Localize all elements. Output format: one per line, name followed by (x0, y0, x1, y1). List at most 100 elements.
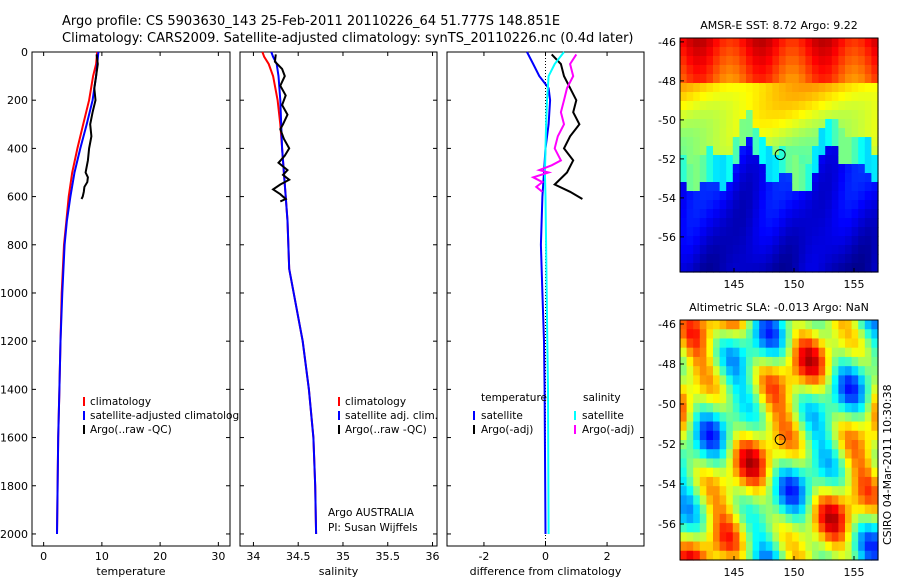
y-tick-label: -52 (658, 438, 676, 451)
heatmap-cell (765, 541, 773, 552)
heatmap-cell (805, 182, 813, 192)
heatmap-cell (759, 393, 767, 404)
y-tick-label: 600 (7, 191, 28, 204)
heatmap-cell (719, 523, 727, 533)
heatmap-cell (845, 209, 853, 219)
heatmap-cell (798, 338, 806, 349)
heatmap-cell (779, 504, 787, 515)
heatmap-cell (864, 375, 872, 386)
heatmap-cell (864, 467, 872, 478)
heatmap-cell (805, 458, 813, 469)
heatmap-cell (785, 47, 793, 57)
heatmap-cell (726, 200, 734, 210)
heatmap-cell (825, 236, 833, 246)
heatmap-cell (739, 101, 747, 111)
heatmap-cell (851, 263, 859, 273)
heatmap-cell (706, 320, 714, 330)
heatmap-cell (732, 254, 740, 264)
heatmap-cell (706, 146, 714, 156)
heatmap-cell (858, 449, 866, 460)
heatmap-cell (765, 164, 773, 174)
heatmap-cell (746, 182, 754, 192)
heatmap-cell (719, 47, 727, 57)
heatmap-cell (798, 329, 806, 340)
x-axis-label: salinity (319, 565, 359, 578)
heatmap-cell (864, 155, 872, 165)
heatmap-cell (871, 83, 879, 93)
heatmap-cell (825, 375, 833, 386)
heatmap-cell (759, 550, 767, 561)
heatmap-cell (772, 495, 780, 506)
heatmap-cell (851, 476, 859, 487)
heatmap-cell (713, 101, 721, 111)
heatmap-cell (746, 338, 754, 349)
heatmap-cell (693, 119, 701, 129)
heatmap-cell (706, 74, 714, 84)
heatmap-cell (858, 182, 866, 192)
heatmap-cell (680, 347, 688, 358)
heatmap-cell (864, 486, 872, 496)
heatmap-cell (713, 430, 721, 441)
heatmap-cell (759, 47, 767, 57)
heatmap-cell (851, 449, 859, 460)
heatmap-cell (693, 476, 701, 487)
heatmap-cell (812, 458, 820, 469)
heatmap-cell (812, 476, 820, 487)
heatmap-cell (772, 92, 780, 102)
heatmap-cell (726, 523, 734, 533)
heatmap-cell (706, 254, 714, 264)
heatmap-cell (805, 128, 813, 138)
temperature-panel: 0 10 20 30020040060080010001200140016001800… (0, 46, 239, 578)
heatmap-cell (845, 523, 853, 533)
heatmap-cell (686, 384, 694, 395)
heatmap-cell (732, 263, 740, 273)
heatmap-cell (798, 236, 806, 246)
heatmap-cell (746, 550, 754, 561)
heatmap-cell (732, 430, 740, 441)
heatmap-cell (871, 495, 879, 506)
heatmap-cell (719, 245, 727, 255)
heatmap-cell (831, 227, 839, 237)
heatmap-cell (699, 254, 707, 264)
heatmap-cell (699, 164, 707, 174)
heatmap-cell (805, 65, 813, 75)
heatmap-cell (798, 173, 806, 183)
heatmap-cell (812, 347, 820, 358)
heatmap-cell (719, 384, 727, 395)
heatmap-cell (825, 56, 833, 66)
heatmap-cell (864, 164, 872, 174)
heatmap-cell (693, 263, 701, 273)
heatmap-cell (680, 56, 688, 66)
heatmap-cell (706, 458, 714, 469)
heatmap-cell (752, 200, 760, 210)
heatmap-cell (732, 393, 740, 404)
heatmap-cell (699, 245, 707, 255)
heatmap-cell (772, 101, 780, 111)
legend-label: salinity (583, 392, 621, 404)
heatmap-cell (726, 227, 734, 237)
heatmap-cell (719, 83, 727, 93)
heatmap-cell (798, 476, 806, 487)
heatmap-cell (805, 338, 813, 349)
heatmap-cell (719, 119, 727, 129)
heatmap-cell (805, 504, 813, 515)
heatmap-cell (732, 458, 740, 469)
heatmap-cell (686, 200, 694, 210)
heatmap-cell (779, 320, 787, 330)
x-axis-label: temperature (96, 565, 165, 578)
heatmap-cell (713, 403, 721, 413)
heatmap-cell (838, 128, 846, 138)
heatmap-cell (772, 263, 780, 273)
heatmap-cell (739, 541, 747, 552)
heatmap-cell (713, 128, 721, 138)
heatmap-cell (825, 182, 833, 192)
heatmap-cell (739, 412, 747, 423)
x-tick-label: 150 (784, 278, 805, 291)
heatmap-cell (792, 329, 800, 340)
heatmap-cell (759, 486, 767, 496)
heatmap-cell (706, 449, 714, 460)
heatmap-cell (818, 532, 826, 543)
heatmap-cell (686, 65, 694, 75)
heatmap-cell (693, 356, 701, 367)
heatmap-cell (693, 236, 701, 246)
